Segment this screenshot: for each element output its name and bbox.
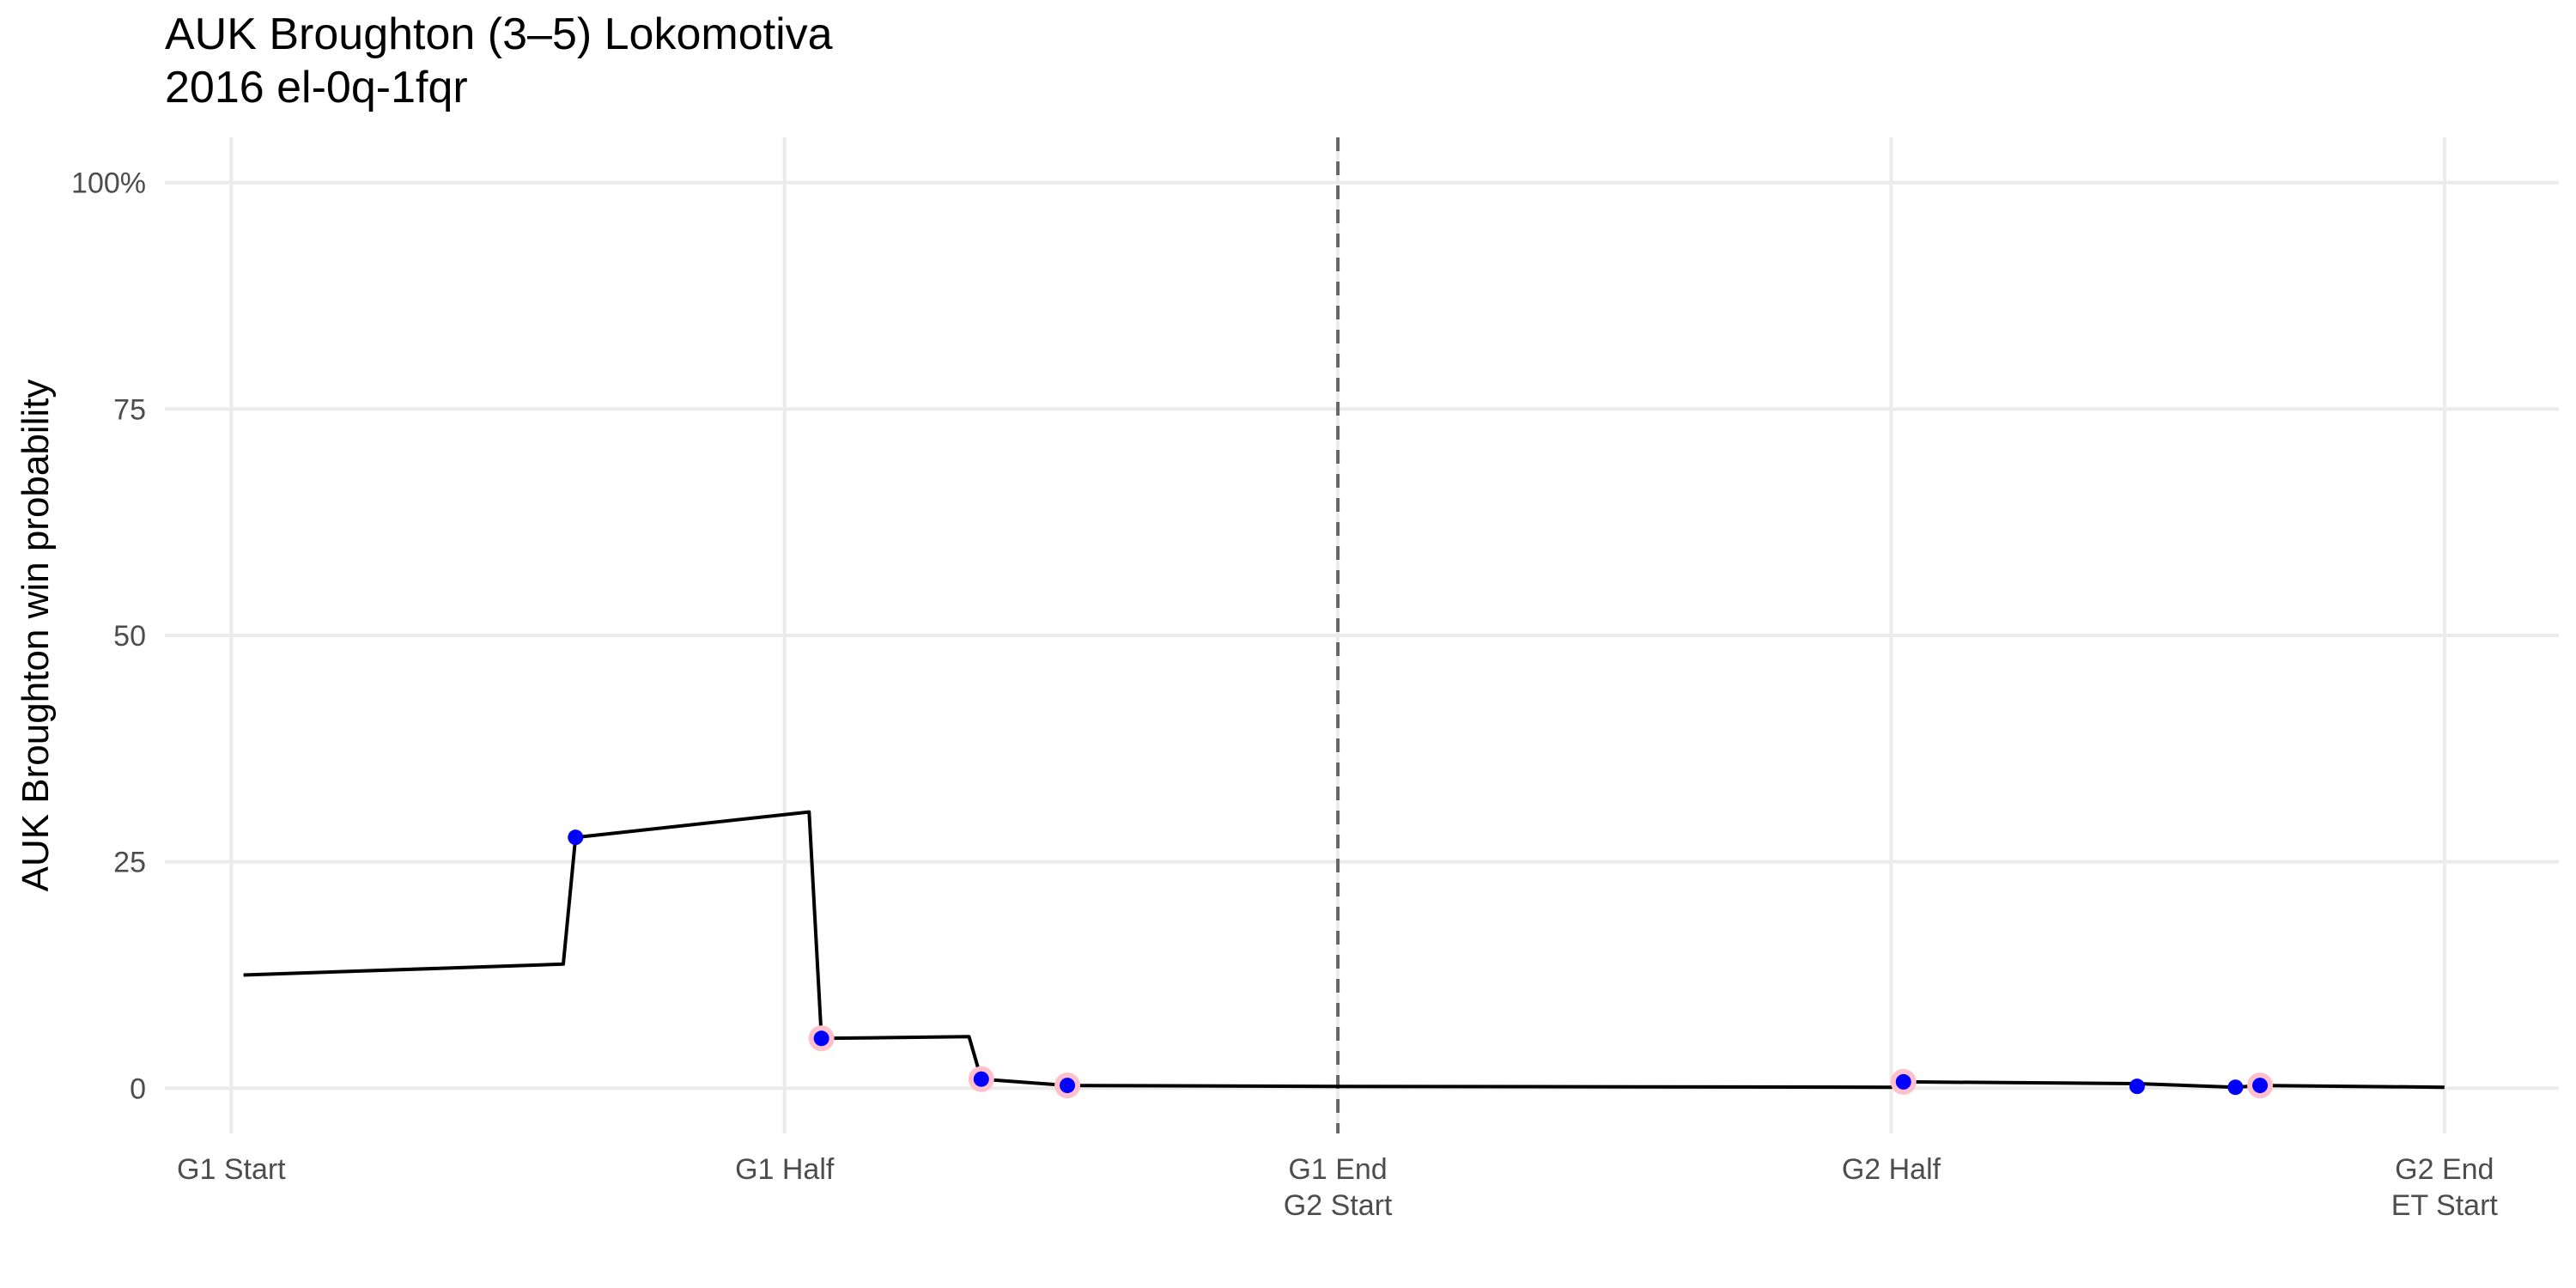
y-tick-label: 75 (113, 393, 146, 426)
event-point (568, 829, 584, 846)
x-tick-label: G1 Half (735, 1153, 835, 1186)
event-point (973, 1071, 989, 1087)
chart-title: AUK Broughton (3–5) Lokomotiva (165, 9, 833, 59)
event-point (1060, 1078, 1076, 1094)
x-tick-labels: G1 Start G1 Half G1 End G2 Start G2 Half G2 E… (177, 1153, 2498, 1222)
grid-lines (165, 137, 2559, 1133)
x-tick-label: G2 End ET Start (2391, 1153, 2499, 1222)
series-line (243, 810, 2445, 1090)
series-group (243, 810, 2445, 1090)
event-point (2129, 1078, 2145, 1095)
event-point (2252, 1078, 2269, 1094)
y-axis-title: AUK Broughton win probability (15, 380, 57, 892)
x-tick-label: G1 Start (177, 1153, 286, 1186)
points-group (568, 829, 2274, 1099)
chart-subtitle: 2016 el-0q-1fqr (165, 63, 468, 112)
event-point (1895, 1073, 1911, 1090)
y-tick-label: 100% (71, 167, 146, 200)
event-point (813, 1030, 829, 1047)
y-tick-label: 0 (130, 1072, 146, 1105)
y-tick-label: 25 (113, 847, 146, 879)
x-tick-label: G1 End G2 Start (1284, 1153, 1393, 1222)
y-tick-labels: 0 25 50 75 100% (71, 167, 146, 1106)
y-tick-label: 50 (113, 620, 146, 653)
x-tick-label: G2 Half (1842, 1153, 1941, 1186)
event-point (2227, 1079, 2244, 1096)
